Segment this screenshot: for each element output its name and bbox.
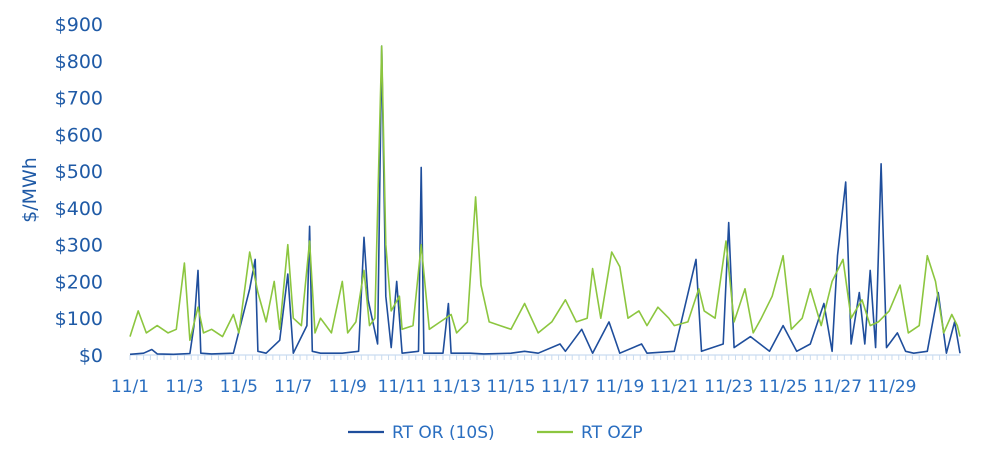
y-tick-label: $400 (55, 198, 103, 220)
x-tick-label: 11/15 (486, 377, 535, 397)
y-tick-label: $800 (55, 51, 103, 73)
legend-item-rt-or-10s-label: RT OR (10S) (392, 423, 495, 443)
series-line-rt-ozp (129, 45, 961, 342)
y-tick-label: $0 (79, 345, 103, 367)
y-tick-label: $500 (55, 161, 103, 183)
legend-item-rt-ozp-label: RT OZP (581, 423, 643, 443)
x-axis (129, 354, 960, 360)
x-tick-label: 11/17 (541, 377, 590, 397)
series-layer (129, 45, 961, 356)
x-tick-label: 11/19 (595, 377, 644, 397)
x-tick-label: 11/1 (111, 377, 149, 397)
y-axis-ticks: $0 $100 $200 $300 $400 $500 $600 $700 $800 $900 (55, 14, 103, 367)
x-tick-label: 11/9 (329, 377, 367, 397)
y-tick-label: $700 (55, 88, 103, 110)
x-tick-label: 11/23 (704, 377, 753, 397)
y-tick-label: $200 (55, 271, 103, 293)
x-tick-label: 11/21 (650, 377, 699, 397)
x-tick-label: 11/7 (274, 377, 312, 397)
y-tick-label: $600 (55, 124, 103, 146)
y-axis-title: $/MWh (19, 157, 41, 223)
y-tick-label: $300 (55, 235, 103, 257)
y-tick-label: $900 (55, 14, 103, 36)
x-tick-label: 11/5 (220, 377, 258, 397)
y-tick-label: $100 (55, 308, 103, 330)
legend: RT OR (10S) RT OZP (348, 423, 643, 443)
x-tick-label: 11/3 (165, 377, 203, 397)
x-tick-label: 11/13 (432, 377, 481, 397)
x-tick-label: 11/11 (378, 377, 427, 397)
x-tick-label: 11/27 (813, 377, 862, 397)
x-axis-tick-labels: 11/1 11/3 11/5 11/7 11/9 11/11 11/13 11/15 11/17… (111, 377, 917, 397)
series-line-rt-or-10s (129, 45, 961, 356)
x-tick-label: 11/25 (759, 377, 808, 397)
x-tick-label: 11/29 (867, 377, 916, 397)
